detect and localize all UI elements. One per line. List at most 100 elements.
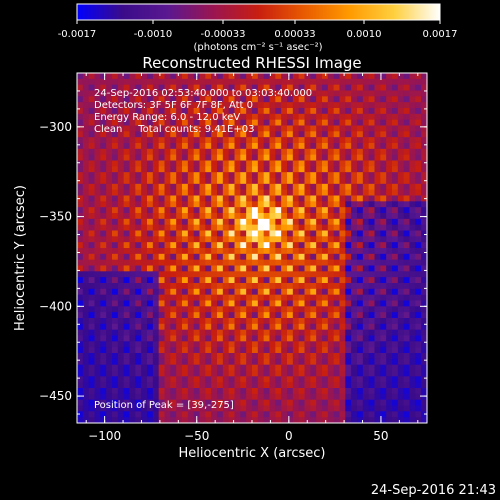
heatmap-cell — [158, 183, 165, 191]
heatmap-cell — [82, 271, 90, 278]
heatmap-cell — [152, 353, 160, 360]
heatmap-cell — [421, 259, 427, 266]
heatmap-cell — [269, 283, 276, 290]
heatmap-cell — [141, 73, 148, 80]
heatmap-cell — [211, 113, 218, 121]
heatmap-cell — [357, 411, 364, 418]
heatmap-cell — [310, 271, 317, 278]
heatmap-cell — [147, 300, 154, 307]
heatmap-cell — [106, 183, 113, 191]
heatmap-cell — [292, 265, 300, 272]
heatmap-cell — [374, 388, 381, 395]
heatmap-cell — [386, 277, 393, 284]
heatmap-cell — [351, 125, 358, 132]
heatmap-cell — [252, 230, 259, 237]
heatmap-cell — [281, 358, 288, 366]
heatmap-cell — [123, 224, 130, 231]
heatmap-cell — [222, 236, 230, 243]
heatmap-cell — [129, 102, 136, 109]
heatmap-cell — [275, 218, 282, 226]
heatmap-cell — [182, 370, 189, 377]
heatmap-cell — [240, 329, 247, 336]
heatmap-cell — [292, 358, 300, 366]
heatmap-cell — [234, 417, 241, 423]
clean-counts-text: Clean Total counts: 9.41E+03 — [94, 124, 254, 135]
heatmap-cell — [409, 137, 416, 144]
heatmap-cell — [240, 78, 247, 86]
heatmap-cell — [123, 405, 130, 412]
heatmap-cell — [415, 195, 422, 202]
heatmap-cell — [322, 376, 329, 383]
heatmap-cell — [281, 172, 288, 179]
heatmap-cell — [380, 376, 387, 383]
heatmap-cell — [82, 172, 90, 179]
heatmap-cell — [374, 230, 381, 237]
heatmap-cell — [269, 393, 276, 401]
heatmap-cell — [252, 294, 259, 301]
heatmap-cell — [82, 288, 90, 296]
heatmap-cell — [187, 143, 195, 150]
heatmap-cell — [415, 113, 422, 121]
heatmap-cell — [100, 113, 107, 121]
heatmap-cell — [252, 201, 259, 208]
heatmap-cell — [287, 96, 294, 103]
heatmap-cell — [152, 189, 160, 196]
heatmap-cell — [345, 288, 352, 296]
heatmap-cell — [117, 335, 125, 342]
heatmap-cell — [351, 113, 358, 121]
heatmap-cell — [234, 108, 241, 115]
heatmap-cell — [88, 207, 95, 214]
heatmap-cell — [182, 207, 189, 214]
heatmap-cell — [100, 148, 107, 156]
heatmap-cell — [362, 119, 370, 126]
heatmap-cell — [351, 172, 358, 179]
heatmap-cell — [275, 160, 282, 167]
heatmap-cell — [374, 312, 381, 319]
heatmap-cell — [106, 405, 113, 412]
y-tick-label: −450 — [39, 389, 72, 403]
heatmap-cell — [263, 353, 270, 360]
heatmap-cell — [310, 102, 317, 109]
heatmap-cell — [106, 78, 113, 86]
heatmap-cell — [421, 172, 427, 179]
heatmap-cell — [380, 96, 387, 103]
heatmap-cell — [257, 399, 265, 406]
heatmap-cell — [374, 131, 381, 138]
heatmap-cell — [409, 178, 416, 185]
heatmap-cell — [141, 137, 148, 144]
heatmap-cell — [211, 189, 218, 196]
heatmap-cell — [222, 160, 230, 167]
heatmap-cell — [351, 393, 358, 401]
heatmap-cell — [357, 306, 364, 313]
heatmap-cell — [292, 411, 300, 418]
heatmap-cell — [117, 405, 125, 412]
heatmap-cell — [193, 329, 200, 336]
heatmap-cell — [357, 358, 364, 366]
heatmap-cell — [304, 224, 311, 231]
heatmap-cell — [106, 213, 113, 220]
heatmap-cell — [281, 137, 288, 144]
heatmap-cell — [147, 329, 154, 336]
heatmap-cell — [322, 283, 329, 290]
heatmap-cell — [368, 113, 375, 121]
heatmap-cell — [281, 335, 288, 342]
heatmap-cell — [421, 376, 427, 383]
heatmap-cell — [199, 271, 206, 278]
heatmap-cell — [415, 84, 422, 91]
heatmap-cell — [228, 405, 235, 412]
heatmap-cell — [217, 335, 224, 342]
heatmap-cell — [298, 294, 305, 301]
heatmap-cell — [397, 405, 405, 412]
heatmap-cell — [228, 323, 235, 331]
heatmap-cell — [368, 382, 375, 389]
heatmap-cell — [397, 265, 405, 272]
heatmap-cell — [351, 137, 358, 144]
heatmap-cell — [158, 382, 165, 389]
heatmap-cell — [234, 84, 241, 91]
heatmap-cell — [152, 84, 160, 91]
heatmap-cell — [345, 102, 352, 109]
heatmap-cell — [211, 358, 218, 366]
heatmap-cell — [380, 236, 387, 243]
heatmap-cell — [158, 405, 165, 412]
heatmap-cell — [205, 96, 212, 103]
